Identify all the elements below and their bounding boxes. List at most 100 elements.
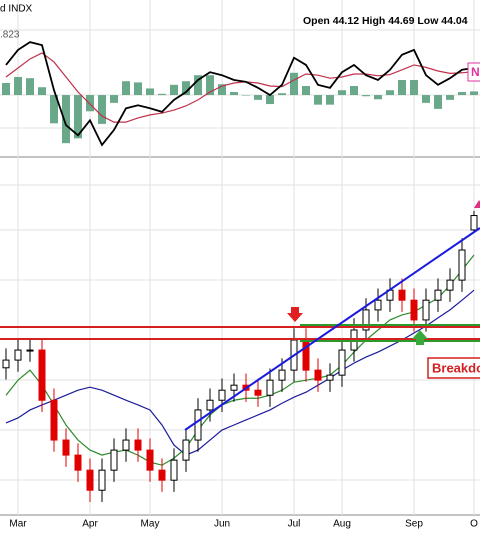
candle-body — [434, 289, 442, 301]
histogram-bar — [386, 90, 394, 96]
histogram-bar — [170, 84, 178, 96]
candle-body — [2, 359, 10, 369]
candle-body — [74, 454, 82, 471]
annotation-box — [427, 357, 480, 379]
histogram-bar — [266, 95, 274, 105]
candle-body — [338, 349, 346, 376]
candle-body — [194, 409, 202, 441]
histogram-bar — [14, 76, 22, 96]
histogram-bar — [314, 95, 322, 105]
candle-body — [14, 349, 22, 361]
candle-body — [278, 369, 286, 381]
candle-body — [206, 399, 214, 411]
candle-body — [266, 379, 274, 396]
candle-body — [230, 384, 238, 391]
candle-body — [422, 299, 430, 321]
histogram-bar — [50, 95, 58, 124]
candle-body — [218, 389, 226, 401]
histogram-bar — [206, 75, 214, 96]
candle-body — [122, 439, 130, 451]
candle-body — [134, 439, 142, 451]
candle-body — [146, 449, 154, 471]
signal-line — [5, 52, 475, 123]
histogram-bar — [182, 81, 190, 96]
candle-body — [362, 309, 370, 331]
histogram-bar — [326, 95, 334, 105]
candle-body — [98, 469, 106, 491]
candle-body — [110, 449, 118, 471]
histogram-bar — [470, 91, 478, 96]
histogram-bar — [410, 80, 418, 96]
histogram-bar — [446, 95, 454, 100]
trend-line — [184, 227, 480, 431]
candle-body — [182, 439, 190, 461]
histogram-bar — [74, 95, 82, 139]
histogram-bar — [158, 93, 166, 96]
histogram-bar — [242, 95, 250, 96]
histogram-bar — [362, 95, 370, 97]
up-arrow — [474, 200, 480, 208]
histogram-bar — [230, 92, 238, 96]
up-arrow — [412, 330, 428, 345]
histogram-bar — [146, 88, 154, 96]
histogram-bar — [62, 95, 70, 144]
candle-body — [314, 369, 322, 381]
candle-body — [86, 469, 94, 491]
indicator-value: .823 — [0, 30, 20, 41]
histogram-bar — [302, 86, 310, 96]
histogram-bar — [86, 95, 94, 112]
histogram-bar — [122, 81, 130, 96]
histogram-bar — [26, 78, 34, 96]
x-tick-label: May — [141, 519, 160, 530]
histogram-bar — [350, 86, 358, 96]
candle-body — [26, 349, 34, 352]
ohlc-label: Open 44.12 High 44.69 Low 44.04 — [303, 15, 468, 27]
histogram-bar — [374, 95, 382, 100]
moving-average — [5, 254, 475, 466]
candle-body — [50, 399, 58, 441]
histogram-bar — [338, 90, 346, 96]
indicator-tag: N — [471, 65, 480, 79]
candle-body — [62, 439, 70, 456]
x-tick-label: Aug — [333, 519, 351, 530]
histogram-bar — [254, 95, 262, 100]
candle-body — [410, 299, 418, 321]
x-tick-label: O — [470, 519, 478, 530]
candle-body — [458, 249, 466, 281]
down-arrow — [287, 307, 303, 322]
histogram-bar — [110, 95, 118, 103]
histogram-bar — [458, 92, 466, 96]
x-tick-label: Apr — [82, 519, 98, 530]
candle-body — [326, 374, 334, 381]
candle-body — [170, 459, 178, 481]
x-tick-label: Jul — [288, 519, 301, 530]
histogram-bar — [38, 87, 46, 96]
histogram-bar — [218, 84, 226, 96]
candle-body — [254, 389, 262, 396]
histogram-bar — [98, 95, 106, 124]
histogram-bar — [2, 83, 10, 96]
histogram-bar — [290, 72, 298, 96]
chart-title: d INDX — [0, 4, 33, 15]
histogram-bar — [278, 93, 286, 96]
histogram-bar — [194, 75, 202, 96]
x-tick-label: Mar — [9, 519, 27, 530]
candle-body — [38, 349, 46, 401]
histogram-bar — [422, 95, 430, 103]
candle-body — [158, 469, 166, 481]
candle-body — [398, 289, 406, 301]
annotation: Breakdo — [432, 360, 480, 375]
histogram-bar — [434, 95, 442, 109]
x-tick-label: Jun — [214, 519, 230, 530]
candle-body — [374, 299, 382, 311]
histogram-bar — [398, 80, 406, 96]
moving-average — [5, 289, 475, 456]
histogram-bar — [134, 82, 142, 96]
candle-body — [470, 215, 478, 231]
indicator-tag-box — [467, 62, 480, 82]
x-tick-label: Sep — [405, 519, 423, 530]
macd-line — [5, 41, 475, 147]
candle-body — [446, 279, 454, 291]
